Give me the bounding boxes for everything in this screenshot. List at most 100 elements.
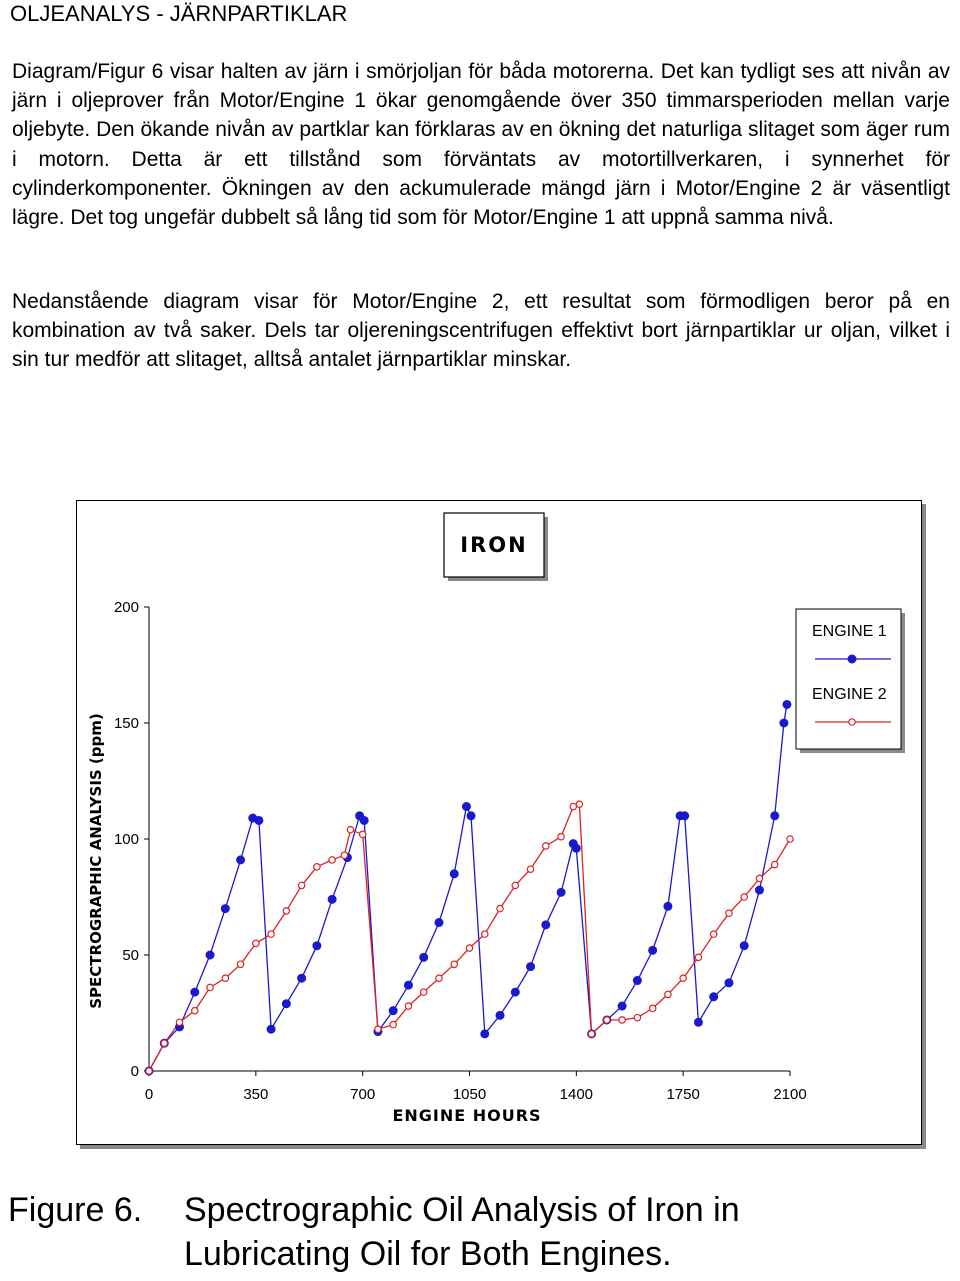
- data-point-engine-2: [340, 851, 349, 860]
- caption-label: Figure 6.: [8, 1191, 143, 1229]
- data-point-engine-2: [145, 1067, 153, 1075]
- data-point-engine-1: [434, 918, 444, 928]
- data-point-engine-2: [694, 953, 703, 962]
- y-tick-label: 50: [122, 947, 139, 964]
- data-point-engine-2: [725, 909, 733, 918]
- data-point-engine-2: [358, 830, 367, 839]
- data-point-engine-2: [496, 904, 504, 913]
- data-point-engine-2: [569, 802, 578, 811]
- data-point-engine-1: [359, 815, 369, 825]
- data-point-engine-2: [236, 960, 245, 969]
- data-point-engine-2: [328, 856, 336, 864]
- figure-frame: IRON 0 350 700 1050 1400 1750 2100 0 50 100 150 200…: [76, 500, 922, 1145]
- data-point-engine-1: [254, 815, 264, 825]
- data-point-engine-1: [648, 945, 658, 955]
- data-point-engine-1: [770, 811, 780, 821]
- data-point-engine-1: [461, 802, 471, 812]
- x-tick-label: 1400: [560, 1086, 593, 1103]
- series-line-engine-1: [148, 704, 788, 1072]
- x-tick-label: 1750: [666, 1086, 699, 1103]
- data-point-engine-2: [542, 842, 550, 850]
- data-point-engine-1: [680, 811, 690, 821]
- data-point-engine-1: [709, 992, 719, 1002]
- data-point-engine-1: [724, 978, 734, 988]
- data-point-engine-1: [220, 904, 230, 914]
- data-point-engine-2: [346, 825, 355, 834]
- data-point-engine-1: [297, 973, 307, 983]
- data-point-engine-2: [511, 881, 520, 890]
- y-tick-label: 0: [131, 1063, 139, 1080]
- data-point-engine-1: [449, 869, 459, 879]
- data-point-engine-2: [450, 960, 459, 969]
- data-point-engine-1: [782, 699, 792, 709]
- data-point-engine-2: [190, 1006, 199, 1015]
- x-tick-label: 0: [145, 1086, 153, 1103]
- y-tick-label: 150: [114, 715, 139, 732]
- data-point-engine-2: [587, 1030, 596, 1038]
- data-point-engine-1: [754, 885, 764, 895]
- x-tick-label: 350: [243, 1086, 268, 1103]
- legend: ENGINE 1 ENGINE 2: [795, 608, 905, 753]
- data-point-engine-2: [679, 974, 687, 983]
- data-point-engine-1: [495, 1010, 505, 1020]
- title-box: IRON: [443, 512, 548, 581]
- y-tick-label: 100: [114, 831, 139, 848]
- data-point-engine-1: [617, 1001, 627, 1011]
- data-point-engine-2: [755, 874, 764, 883]
- data-point-engine-1: [510, 987, 520, 997]
- data-point-engine-2: [575, 800, 584, 809]
- data-point-engine-1: [541, 920, 551, 930]
- data-point-engine-2: [267, 930, 275, 938]
- data-point-engine-2: [740, 893, 749, 901]
- data-point-engine-1: [312, 941, 322, 951]
- data-point-engine-2: [465, 944, 474, 952]
- x-tick-label: 1050: [453, 1086, 486, 1103]
- data-point-engine-2: [770, 860, 779, 869]
- data-point-engine-2: [221, 974, 230, 983]
- data-point-engine-1: [480, 1029, 490, 1039]
- data-point-engine-2: [648, 1004, 657, 1013]
- data-point-engine-2: [526, 865, 535, 873]
- caption-text: Spectrographic Oil Analysis of Iron in L…: [184, 1191, 740, 1273]
- legend-marker-engine-2: [848, 718, 856, 726]
- data-point-engine-2: [313, 863, 321, 871]
- data-point-engine-1: [466, 811, 476, 821]
- data-point-engine-1: [327, 894, 337, 904]
- data-point-engine-2: [175, 1018, 184, 1027]
- data-point-engine-2: [297, 881, 306, 890]
- data-point-engine-1: [190, 987, 200, 997]
- data-point-engine-1: [571, 843, 581, 853]
- iron-chart: IRON 0 350 700 1050 1400 1750 2100 0 50 100 150 200…: [87, 512, 905, 1125]
- data-point-engine-2: [419, 988, 428, 996]
- data-point-engine-2: [435, 974, 443, 983]
- data-point-engine-2: [480, 930, 489, 938]
- data-point-engine-2: [252, 939, 260, 948]
- data-point-engine-2: [282, 907, 291, 915]
- data-point-engine-2: [603, 1016, 611, 1024]
- x-axis-label: ENGINE HOURS: [392, 1106, 541, 1125]
- data-point-engine-2: [374, 1025, 382, 1034]
- data-point-engine-1: [388, 1006, 398, 1016]
- data-point-engine-2: [160, 1039, 169, 1047]
- data-point-engine-2: [709, 930, 718, 938]
- data-point-engine-1: [693, 1017, 703, 1027]
- data-point-engine-1: [663, 901, 673, 911]
- data-point-engine-2: [404, 1002, 413, 1010]
- data-point-engine-2: [618, 1016, 626, 1024]
- data-point-engine-1: [266, 1024, 276, 1034]
- legend-label-engine-2: ENGINE 2: [812, 686, 887, 703]
- data-point-engine-1: [205, 950, 215, 960]
- data-point-engine-2: [664, 990, 672, 999]
- x-tick-label: 2100: [773, 1086, 806, 1103]
- legend-marker-engine-1: [847, 654, 857, 664]
- x-tick-label: 700: [350, 1086, 375, 1103]
- data-point-engine-1: [739, 941, 749, 951]
- data-point-engine-1: [419, 952, 429, 962]
- chart-title: IRON: [460, 533, 527, 557]
- data-point-engine-1: [632, 976, 642, 986]
- paragraph-diagram-note: Nedanstående diagram visar för Motor/Eng…: [12, 290, 950, 372]
- data-point-engine-1: [526, 962, 536, 972]
- y-axis-label: SPECTROGRAPHIC ANALYSIS (ppm): [87, 713, 105, 1009]
- data-point-engine-1: [281, 999, 291, 1009]
- data-point-engine-2: [389, 1020, 397, 1029]
